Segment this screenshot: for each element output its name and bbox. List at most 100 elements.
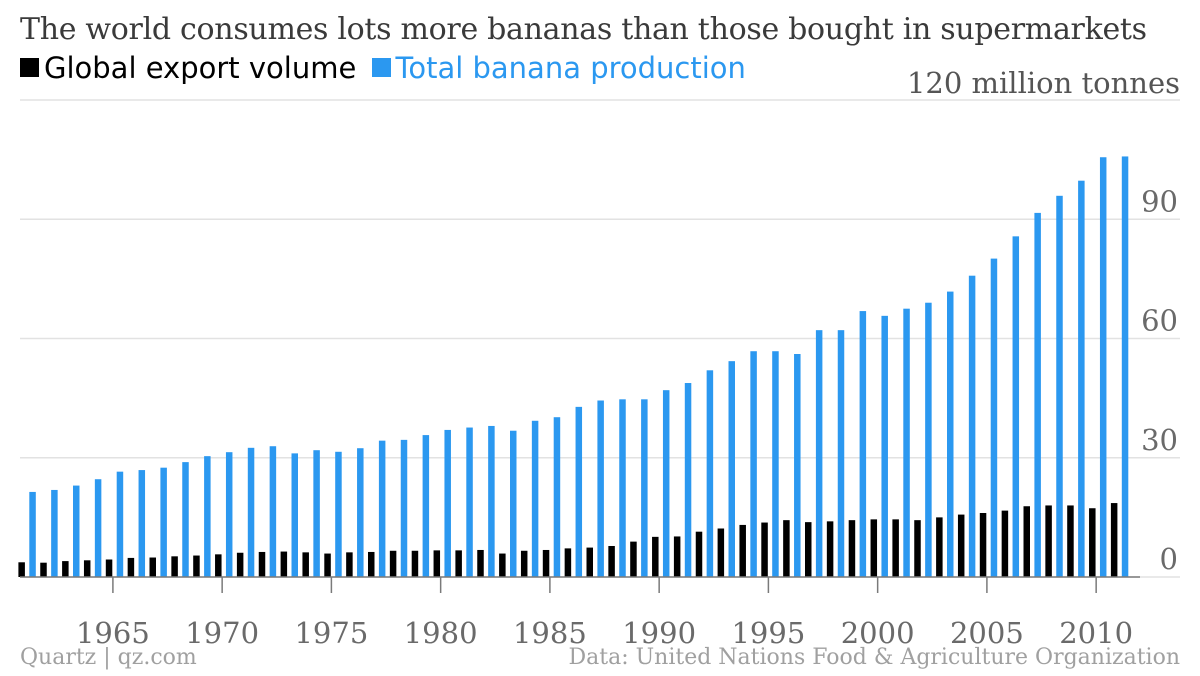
bar-production [903,308,910,577]
bar-export [673,536,681,577]
bar-production [531,420,539,577]
bar-export [586,547,593,577]
bar-export [105,559,113,577]
bar-production [269,446,277,577]
bar-production [619,399,626,577]
bar-export [1089,508,1096,577]
legend-swatch-export [20,58,39,77]
bar-export [1045,505,1052,577]
bar-export [236,552,244,577]
x-tick-label: 1965 [76,616,150,650]
bar-export [62,561,69,577]
bar-export [826,521,834,577]
bar-production [1078,180,1085,577]
bar-production [182,462,189,577]
bar-production [728,361,735,577]
legend-label-production: Total banana production [395,50,746,85]
bar-export [215,554,222,577]
bar-production [1056,195,1063,578]
bar-export [739,524,746,577]
chart-title: The world consumes lots more bananas tha… [20,12,1147,47]
bar-export [193,555,200,577]
y-tick-label: 0 [1160,542,1178,576]
legend-item-export: Global export volume [20,51,356,85]
bar-production [990,258,998,577]
bar-export [520,550,528,577]
bar-export [433,550,441,577]
bar-export [761,522,768,577]
x-tick-label: 1985 [513,616,587,650]
bar-export [1001,510,1009,577]
bar-export [1023,506,1030,577]
x-tick-label: 2005 [950,616,1024,650]
bar-export [848,520,856,577]
bar-production [466,427,473,577]
x-tick-label: 1980 [404,616,478,650]
bar-export [936,517,943,577]
bar-production [794,354,801,577]
bar-export [608,545,615,577]
bar-export [805,522,812,577]
bar-production [706,370,714,577]
bar-production [553,417,561,577]
bar-export [127,557,135,577]
bar-production [291,453,298,577]
bar-production [1034,212,1041,577]
bar-export [957,514,965,577]
bar-export [892,519,899,577]
bar-production [859,311,867,577]
bar-export [149,557,156,577]
bar-export [324,553,331,577]
bar-production [1012,236,1020,577]
x-tick-label: 1970 [185,616,259,650]
legend-item-production: Total banana production [371,50,746,85]
bar-production [925,302,932,577]
bar-production [510,430,517,577]
bar-production [116,471,124,577]
bar-production [94,479,102,577]
bar-production [73,485,80,577]
bar-export [695,531,703,577]
bar-production [422,435,430,577]
bar-export [346,552,353,577]
bar-production [1099,157,1107,578]
bar-production [772,351,779,577]
bar-production [662,390,670,577]
bar-production [488,425,495,577]
bar-production [641,399,648,577]
bar-export [564,548,572,577]
bar-production [575,406,583,577]
bar-production [400,439,408,577]
x-tick-label: 1975 [294,616,368,650]
bar-production [378,440,386,577]
bar-export [783,520,790,577]
legend-label-export: Global export volume [44,50,357,85]
bar-export [368,551,375,577]
x-tick-label: 1990 [622,616,696,650]
x-tick-label: 2010 [1059,616,1133,650]
y-tick-label: 30 [1141,423,1178,457]
source-credit: Quartz | qz.com [20,645,197,670]
x-tick-label: 1995 [731,616,805,650]
x-tick-label: 2000 [841,616,915,650]
bar-production [225,452,233,577]
bar-export [1110,503,1118,577]
bar-export [914,520,921,577]
bar-production [750,351,757,577]
bar-production [313,450,320,577]
bar-export [870,519,878,577]
bar-export [18,562,25,577]
bar-export [302,552,309,577]
bar-production [357,448,364,577]
bar-export [979,513,987,577]
bar-export [411,550,419,577]
bar-production [29,491,36,577]
bar-export [280,551,288,577]
y-axis-unit-label: 120 million tonnes [906,66,1180,100]
bar-production [968,275,976,577]
bar-production [947,291,954,577]
bar-production [1121,156,1129,577]
bar-export [389,550,397,577]
bar-production [160,467,167,577]
